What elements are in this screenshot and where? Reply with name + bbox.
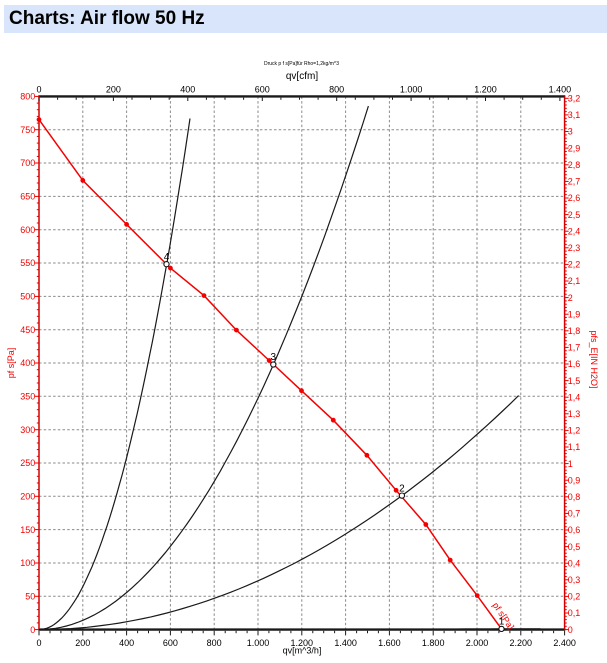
svg-text:700: 700 [20, 158, 35, 168]
svg-text:200: 200 [75, 638, 90, 648]
svg-text:1,1: 1,1 [568, 442, 581, 452]
svg-text:600: 600 [163, 638, 178, 648]
svg-text:0,1: 0,1 [568, 608, 581, 618]
svg-text:800: 800 [329, 84, 344, 94]
svg-text:2,9: 2,9 [568, 143, 581, 153]
svg-text:3,2: 3,2 [568, 94, 581, 104]
svg-text:0: 0 [36, 84, 41, 94]
svg-text:0: 0 [30, 625, 35, 635]
svg-text:100: 100 [20, 558, 35, 568]
svg-text:1.400: 1.400 [334, 638, 357, 648]
svg-text:200: 200 [20, 492, 35, 502]
svg-text:3: 3 [568, 127, 573, 137]
svg-text:2: 2 [399, 483, 405, 494]
svg-text:0,3: 0,3 [568, 575, 581, 585]
svg-text:2,1: 2,1 [568, 276, 581, 286]
svg-text:1,4: 1,4 [568, 392, 581, 402]
svg-text:1.800: 1.800 [422, 638, 445, 648]
svg-text:2,8: 2,8 [568, 160, 581, 170]
svg-text:50: 50 [25, 592, 35, 602]
svg-text:600: 600 [20, 225, 35, 235]
svg-text:1,3: 1,3 [568, 409, 581, 419]
svg-text:1.000: 1.000 [400, 84, 423, 94]
svg-text:0: 0 [36, 638, 41, 648]
svg-text:250: 250 [20, 458, 35, 468]
svg-text:2.400: 2.400 [553, 638, 576, 648]
svg-text:2,4: 2,4 [568, 226, 581, 236]
svg-text:750: 750 [20, 125, 35, 135]
svg-text:300: 300 [20, 425, 35, 435]
svg-text:1: 1 [499, 617, 505, 628]
svg-text:1.200: 1.200 [474, 84, 497, 94]
svg-text:3: 3 [271, 352, 277, 363]
svg-text:1.400: 1.400 [549, 84, 572, 94]
svg-text:0: 0 [568, 625, 573, 635]
svg-text:qv[m^3/h]: qv[m^3/h] [283, 645, 322, 655]
svg-text:1,9: 1,9 [568, 309, 581, 319]
svg-text:qv[cfm]: qv[cfm] [286, 71, 318, 82]
svg-text:200: 200 [106, 84, 121, 94]
svg-text:0,5: 0,5 [568, 542, 581, 552]
svg-text:pfs_E[IN H2O]: pfs_E[IN H2O] [589, 330, 599, 388]
svg-text:2,5: 2,5 [568, 210, 581, 220]
svg-text:2.000: 2.000 [466, 638, 489, 648]
svg-text:1.000: 1.000 [247, 638, 270, 648]
svg-text:2,7: 2,7 [568, 177, 581, 187]
svg-text:650: 650 [20, 192, 35, 202]
svg-text:Druck p f s[Pa]für Rho=1,2kg/m: Druck p f s[Pa]für Rho=1,2kg/m^3 [264, 61, 339, 67]
svg-text:1,6: 1,6 [568, 359, 581, 369]
svg-text:2: 2 [568, 293, 573, 303]
svg-text:550: 550 [20, 258, 35, 268]
svg-text:1,2: 1,2 [568, 426, 581, 436]
svg-text:4: 4 [164, 252, 170, 263]
svg-text:2,6: 2,6 [568, 193, 581, 203]
svg-text:1,5: 1,5 [568, 376, 581, 386]
svg-text:0,2: 0,2 [568, 592, 581, 602]
svg-text:3,1: 3,1 [568, 110, 581, 120]
svg-text:500: 500 [20, 292, 35, 302]
svg-text:0,9: 0,9 [568, 475, 581, 485]
svg-text:1,7: 1,7 [568, 343, 581, 353]
svg-text:400: 400 [180, 84, 195, 94]
svg-text:800: 800 [207, 638, 222, 648]
svg-text:2.200: 2.200 [510, 638, 533, 648]
svg-text:1.200: 1.200 [291, 638, 314, 648]
svg-text:450: 450 [20, 325, 35, 335]
svg-text:1.600: 1.600 [378, 638, 401, 648]
svg-text:pf s[Pa]: pf s[Pa] [6, 348, 16, 379]
svg-text:400: 400 [20, 358, 35, 368]
svg-text:800: 800 [20, 92, 35, 102]
svg-text:1,8: 1,8 [568, 326, 581, 336]
svg-text:2,3: 2,3 [568, 243, 581, 253]
svg-text:0,8: 0,8 [568, 492, 581, 502]
svg-text:0,4: 0,4 [568, 558, 581, 568]
svg-text:600: 600 [255, 84, 270, 94]
svg-text:150: 150 [20, 525, 35, 535]
svg-text:2,2: 2,2 [568, 260, 581, 270]
svg-text:1: 1 [568, 459, 573, 469]
svg-text:0,6: 0,6 [568, 525, 581, 535]
svg-text:0,7: 0,7 [568, 509, 581, 519]
svg-text:400: 400 [119, 638, 134, 648]
svg-text:350: 350 [20, 392, 35, 402]
